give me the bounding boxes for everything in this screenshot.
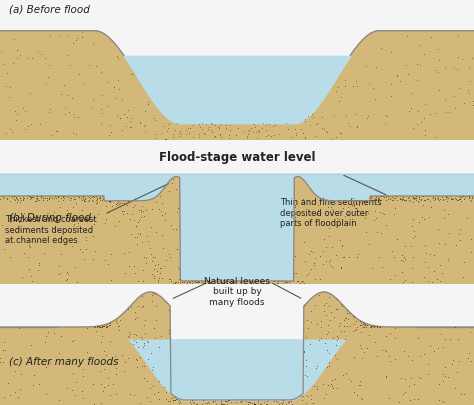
Text: Natural levees
built up by
many floods: Natural levees built up by many floods bbox=[204, 277, 270, 307]
Text: (a) Before flood: (a) Before flood bbox=[9, 4, 91, 14]
Text: (c) After many floods: (c) After many floods bbox=[9, 357, 119, 367]
Text: Flood-stage water level: Flood-stage water level bbox=[159, 151, 315, 164]
Text: Thin and fine sediments
deposited over outer
parts of floodplain: Thin and fine sediments deposited over o… bbox=[280, 198, 381, 228]
Text: Thickest and coarsest
sediments deposited
at channel edges: Thickest and coarsest sediments deposite… bbox=[5, 215, 96, 245]
Text: (b) During flood: (b) During flood bbox=[9, 213, 91, 223]
